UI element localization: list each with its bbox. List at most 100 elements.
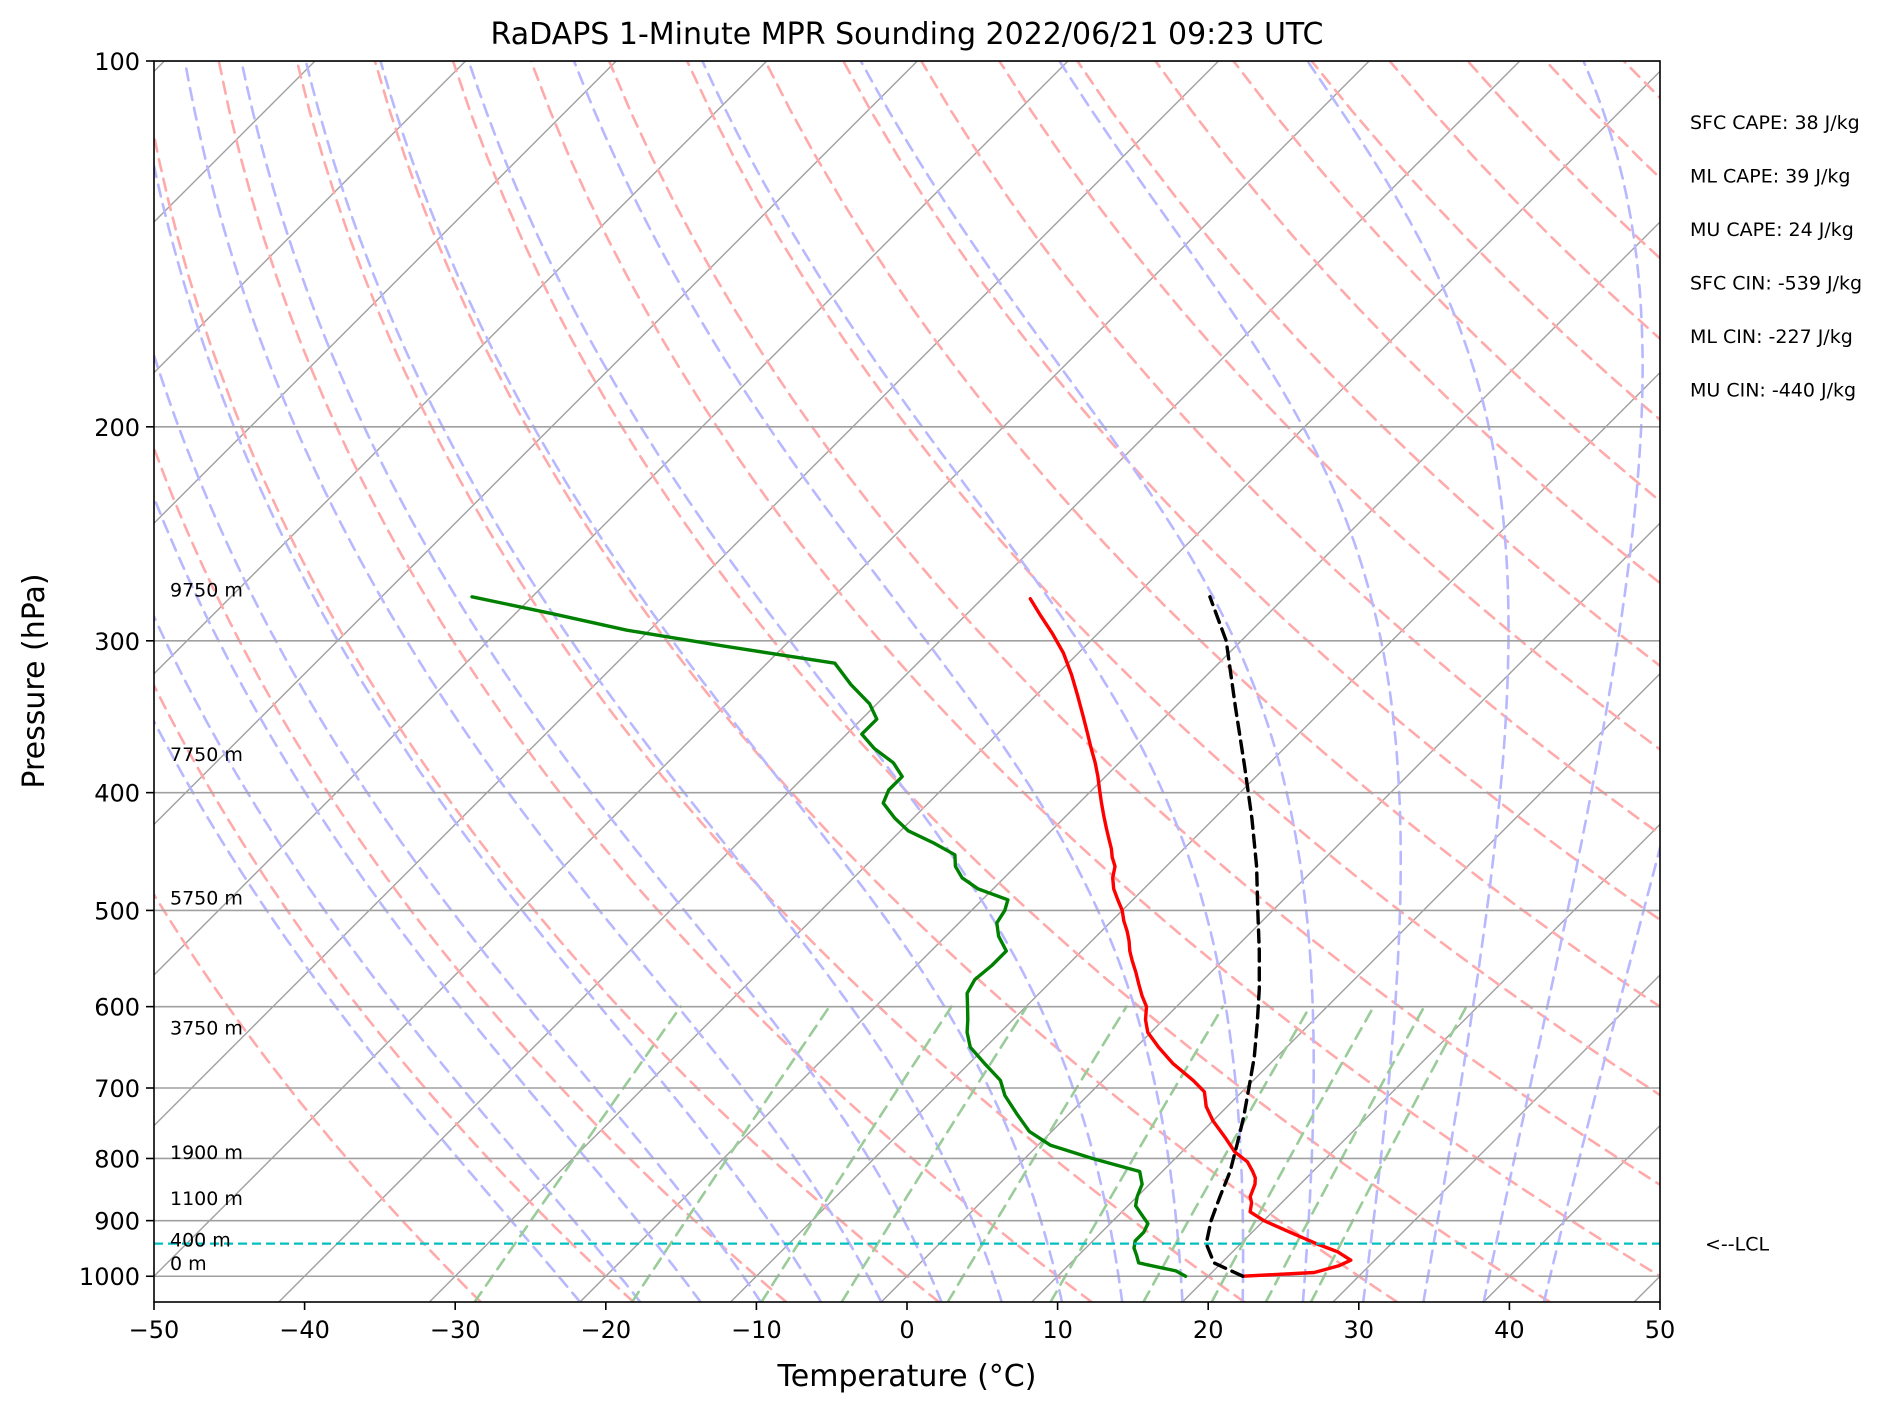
isotherm-line: [1031, 672, 1660, 1302]
lcl-label: <--LCL: [1705, 1234, 1769, 1256]
temperature-line: [1028, 597, 1353, 1278]
stability-index-text: SFC CAPE: 38 J/kg: [1690, 112, 1860, 134]
chart-title: RaDAPS 1-Minute MPR Sounding 2022/06/21 …: [491, 17, 1324, 52]
x-tick-label: −50: [129, 1316, 180, 1344]
moist-adiabat-line: [1542, 842, 1660, 1302]
mixing-ratio-line: [1264, 1005, 1426, 1302]
dry-adiabat-line: [451, 61, 1552, 1302]
isotherm-line: [154, 61, 1069, 976]
dry-adiabat-line: [1544, 61, 1660, 180]
stability-index-text: MU CAPE: 24 J/kg: [1690, 219, 1854, 241]
height-label: 0 m: [170, 1253, 207, 1275]
isotherm-line: [1785, 61, 1899, 1302]
x-tick-label: 0: [899, 1316, 914, 1344]
mixing-ratio-line: [630, 1005, 831, 1302]
dry-adiabat-line: [1154, 61, 1660, 585]
y-tick-label: 100: [94, 48, 140, 76]
moist-adiabat-line: [1058, 61, 1402, 1302]
y-tick-label: 800: [94, 1145, 140, 1173]
moist-adiabat-line: [183, 61, 883, 1302]
moist-adiabat-line: [379, 61, 1064, 1302]
x-tick-label: 20: [1193, 1316, 1224, 1344]
x-tick-label: 30: [1344, 1316, 1375, 1344]
y-axis-ticks: 100 200 300 400 500 600 700 800 900 1000: [79, 48, 154, 1291]
moist-adiabat-line: [154, 613, 642, 1302]
isotherm-line: [1633, 1275, 1660, 1302]
dry-adiabat-line: [1702, 61, 1899, 1302]
mixing-ratio-line: [840, 1005, 1029, 1302]
dry-adiabat-line: [373, 61, 1399, 1302]
pressure-gridlines: [154, 61, 1660, 1278]
y-tick-label: 700: [94, 1075, 140, 1103]
dry-adiabat-line: [529, 61, 1660, 1278]
dry-adiabat-line: [1466, 61, 1660, 261]
moist-adiabat-line: [859, 61, 1315, 1302]
dry-adiabat-line: [998, 61, 1660, 752]
moist-adiabat-line: [154, 494, 702, 1302]
stability-index-text: ML CIN: -227 J/kg: [1690, 326, 1853, 348]
moist-adiabat-line: [154, 351, 763, 1302]
mixing-ratio-line: [1142, 1005, 1312, 1302]
x-tick-label: −30: [430, 1316, 481, 1344]
x-tick-label: 10: [1042, 1316, 1073, 1344]
plot-frame: [153, 60, 1661, 1303]
mixing-ratio-line: [1210, 1005, 1375, 1302]
mixing-ratio-line: [760, 1005, 953, 1302]
dry-adiabat-line: [919, 61, 1660, 836]
height-label: 1900 m: [170, 1142, 243, 1164]
dry-adiabat-line: [763, 61, 1660, 1009]
y-tick-label: 200: [94, 414, 140, 442]
y-tick-label: 900: [94, 1208, 140, 1236]
x-axis-ticks: −50 −40 −30 −20 −10 0 10 20 30 40 50: [129, 1302, 1676, 1344]
dry-adiabat-line: [295, 61, 1246, 1302]
moist-adiabat-line: [304, 61, 1004, 1302]
isotherm-line: [729, 371, 1660, 1302]
moist-adiabat-line: [467, 61, 1124, 1302]
isotherm-line: [154, 61, 617, 525]
y-axis-title: Pressure (hPa): [17, 573, 52, 788]
isotherm-line: [278, 61, 1521, 1302]
dry-adiabat-line: [154, 892, 483, 1302]
height-label: 9750 m: [170, 580, 243, 602]
x-tick-label: −40: [279, 1316, 330, 1344]
parcel-profile-line: [1204, 595, 1262, 1278]
sounding-traces: [470, 595, 1353, 1278]
stability-index-text: ML CAPE: 39 J/kg: [1690, 166, 1850, 188]
moist-adiabat-line: [154, 718, 582, 1302]
moist-adiabat-line: [1482, 61, 1644, 1302]
isotherm-line: [154, 61, 1370, 1278]
dry-adiabat-line: [1388, 61, 1660, 341]
height-label: 1100 m: [170, 1188, 243, 1210]
stability-index-text: MU CIN: -440 J/kg: [1690, 380, 1856, 402]
dry-adiabat-line: [685, 61, 1660, 1097]
mixing-ratio-line: [1049, 1005, 1225, 1302]
moist-adiabat-line: [572, 61, 1184, 1302]
moist-adiabat-line: [700, 61, 1245, 1302]
height-label: 3750 m: [170, 1018, 243, 1040]
background-lines: [154, 61, 1899, 1302]
x-tick-label: −20: [580, 1316, 631, 1344]
x-tick-label: 50: [1645, 1316, 1676, 1344]
y-tick-label: 500: [94, 897, 140, 925]
dry-adiabat-line: [217, 61, 1093, 1302]
moist-adiabat-line: [154, 159, 823, 1302]
height-label: 7750 m: [170, 744, 243, 766]
dry-adiabat-line: [1076, 61, 1660, 668]
isotherm-line: [154, 61, 467, 374]
isotherm-line: [579, 221, 1660, 1302]
stability-index-text: SFC CIN: -539 J/kg: [1690, 273, 1862, 295]
dry-adiabat-line: [154, 682, 635, 1302]
isotherm-line: [1482, 1124, 1660, 1302]
x-tick-label: −10: [731, 1316, 782, 1344]
isotherm-line: [880, 522, 1660, 1302]
moist-adiabat-line: [1306, 61, 1510, 1302]
mixing-ratio-line: [473, 1005, 683, 1302]
dry-adiabat-line: [154, 444, 788, 1302]
y-tick-label: 600: [94, 994, 140, 1022]
isotherm-line: [428, 70, 1660, 1302]
isotherm-line: [1181, 823, 1660, 1302]
x-tick-label: 40: [1494, 1316, 1525, 1344]
isotherm-line: [1332, 974, 1660, 1302]
dry-adiabat-line: [841, 61, 1660, 922]
